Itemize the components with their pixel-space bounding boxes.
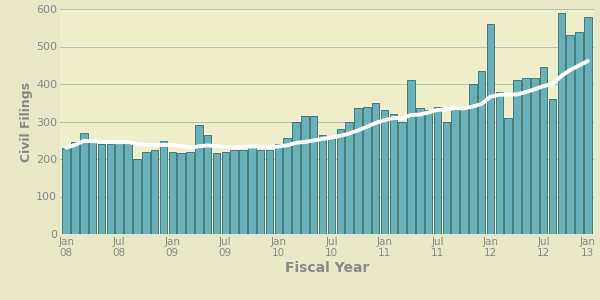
Bar xyxy=(514,80,521,234)
Bar xyxy=(89,142,97,234)
Bar xyxy=(275,144,282,234)
Bar xyxy=(239,150,247,234)
Bar xyxy=(372,103,379,234)
Bar xyxy=(443,122,450,234)
Bar xyxy=(115,142,123,234)
Bar xyxy=(230,150,238,234)
Bar xyxy=(505,118,512,234)
Bar xyxy=(195,125,203,234)
Bar xyxy=(451,110,459,234)
Bar xyxy=(354,108,362,234)
Bar xyxy=(425,110,433,234)
Bar xyxy=(496,92,503,234)
Bar xyxy=(71,142,79,234)
Bar xyxy=(160,141,167,234)
Bar xyxy=(62,148,70,234)
Bar xyxy=(478,71,485,234)
Bar xyxy=(292,122,300,234)
Bar xyxy=(434,106,441,234)
Bar xyxy=(328,136,335,234)
Bar xyxy=(107,144,114,234)
Bar xyxy=(584,16,592,234)
Bar xyxy=(522,78,530,234)
Bar xyxy=(346,122,353,234)
Bar xyxy=(363,106,371,234)
Bar xyxy=(213,153,220,234)
Bar xyxy=(381,110,388,234)
Bar xyxy=(266,150,273,234)
Bar xyxy=(221,152,229,234)
Bar xyxy=(540,67,547,234)
Bar xyxy=(186,152,194,234)
Bar xyxy=(460,108,468,234)
Bar xyxy=(548,99,556,234)
Bar xyxy=(487,24,494,234)
Bar xyxy=(337,129,344,234)
Bar xyxy=(169,152,176,234)
Bar xyxy=(124,142,132,234)
Bar xyxy=(301,116,308,234)
Bar xyxy=(416,108,424,234)
Bar xyxy=(398,122,406,234)
Bar xyxy=(531,78,539,234)
Bar xyxy=(407,80,415,234)
Bar xyxy=(133,159,140,234)
Bar xyxy=(389,114,397,234)
Bar xyxy=(319,135,326,234)
Bar xyxy=(204,135,211,234)
Bar xyxy=(575,32,583,234)
Bar xyxy=(142,152,149,234)
Bar xyxy=(566,35,574,234)
Bar xyxy=(557,13,565,234)
Bar xyxy=(469,84,476,234)
Bar xyxy=(151,150,158,234)
Bar xyxy=(248,146,256,234)
Bar xyxy=(98,144,106,234)
Bar xyxy=(310,116,317,234)
Bar xyxy=(283,138,291,234)
Bar xyxy=(257,150,265,234)
Bar xyxy=(80,133,88,234)
X-axis label: Fiscal Year: Fiscal Year xyxy=(285,261,369,275)
Bar xyxy=(178,153,185,234)
Y-axis label: Civil Filings: Civil Filings xyxy=(20,82,34,161)
